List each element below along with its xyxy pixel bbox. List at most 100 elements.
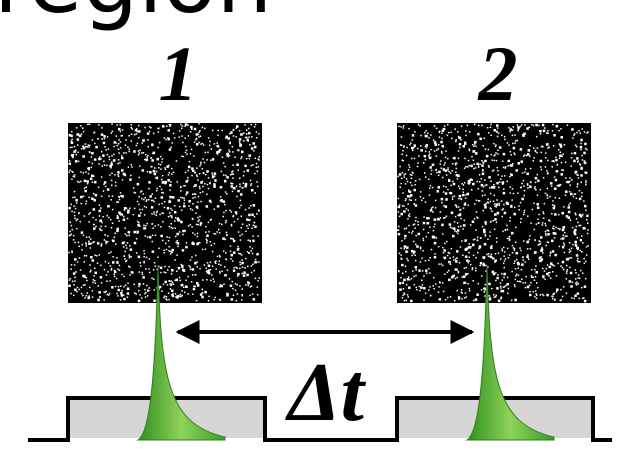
speckle-dot — [502, 191, 506, 195]
speckle-dot — [219, 284, 222, 286]
speckle-dot — [444, 192, 448, 195]
speckle-dot — [554, 196, 556, 199]
speckle-dot — [86, 292, 88, 294]
speckle-dot — [117, 175, 120, 178]
speckle-dot — [571, 179, 573, 181]
speckle-dot — [487, 198, 489, 200]
speckle-dot — [429, 272, 431, 274]
speckle-dot — [238, 207, 241, 209]
speckle-dot — [123, 207, 127, 210]
speckle-dot — [574, 240, 577, 244]
speckle-dot — [497, 149, 499, 151]
speckle-dot — [191, 226, 193, 228]
speckle-dot — [76, 180, 79, 183]
speckle-dot — [196, 282, 199, 285]
speckle-dot — [469, 178, 473, 181]
speckle-dot — [524, 282, 527, 284]
speckle-dot — [465, 266, 467, 269]
speckle-dot — [425, 235, 427, 238]
speckle-dot — [143, 261, 145, 264]
speckle-dot — [167, 240, 170, 242]
speckle-dot — [125, 207, 128, 209]
speckle-dot — [513, 284, 516, 286]
speckle-dot — [496, 131, 498, 133]
speckle-dot — [225, 258, 228, 261]
speckle-dot — [506, 247, 509, 250]
speckle-dot — [467, 204, 470, 206]
speckle-dot — [577, 177, 580, 179]
speckle-dot — [103, 291, 105, 293]
speckle-dot — [540, 166, 542, 168]
speckle-dot — [197, 216, 199, 219]
speckle-dot — [487, 253, 490, 255]
speckle-dot — [572, 137, 574, 139]
speckle-dot — [473, 163, 475, 165]
speckle-dot — [415, 216, 417, 219]
speckle-dot — [535, 223, 538, 225]
speckle-dot — [163, 252, 165, 254]
speckle-dot — [104, 185, 107, 188]
speckle-dot — [238, 247, 240, 250]
speckle-dot — [249, 294, 251, 297]
speckle-dot — [195, 174, 198, 176]
speckle-dot — [477, 282, 480, 285]
speckle-dot — [130, 126, 133, 129]
speckle-dot — [193, 193, 195, 195]
speckle-dot — [563, 242, 565, 244]
speckle-dot — [554, 253, 557, 257]
speckle-dot — [192, 218, 194, 220]
speckle-dot — [462, 275, 466, 278]
speckle-dot — [482, 256, 485, 259]
speckle-dot — [199, 165, 201, 167]
speckle-dot — [539, 133, 542, 135]
speckle-dot — [70, 233, 73, 236]
speckle-dot — [476, 162, 479, 166]
speckle-dot — [206, 271, 208, 274]
speckle-dot — [185, 194, 187, 196]
speckle-dot — [74, 288, 77, 291]
speckle-dot — [138, 124, 140, 127]
speckle-dot — [486, 127, 489, 129]
speckle-dot — [491, 270, 495, 274]
speckle-dot — [172, 227, 174, 229]
speckle-dot — [251, 247, 254, 250]
speckle-dot — [145, 268, 147, 270]
speckle-dot — [538, 256, 542, 260]
speckle-dot — [542, 275, 545, 278]
speckle-dot — [121, 169, 124, 172]
speckle-dot — [547, 130, 549, 132]
speckle-dot — [160, 188, 163, 191]
speckle-dot — [453, 300, 456, 302]
speckle-dot — [241, 223, 244, 225]
speckle-dot — [456, 289, 458, 292]
speckle-dot — [546, 264, 549, 266]
speckle-dot — [462, 207, 465, 209]
speckle-dot — [128, 135, 130, 137]
speckle-dot — [400, 276, 402, 279]
speckle-dot — [430, 148, 432, 151]
speckle-dot — [453, 227, 456, 230]
speckle-dot — [106, 214, 108, 217]
speckle-dot — [458, 143, 462, 146]
speckle-dot — [76, 133, 79, 136]
speckle-dot — [181, 155, 183, 157]
speckle-dot — [422, 250, 424, 252]
speckle-dot — [411, 157, 413, 160]
speckle-dot — [487, 255, 490, 257]
speckle-dot — [581, 154, 583, 157]
speckle-dot — [471, 155, 473, 158]
speckle-dot — [192, 287, 196, 291]
speckle-dot — [541, 246, 543, 249]
speckle-dot — [510, 164, 513, 167]
speckle-dot — [545, 267, 548, 270]
speckle-dot — [537, 218, 539, 220]
speckle-dot — [514, 140, 517, 142]
speckle-dot — [439, 282, 441, 284]
speckle-dot — [78, 181, 80, 184]
speckle-dot — [516, 261, 520, 265]
speckle-dot — [583, 200, 585, 202]
speckle-dot — [144, 288, 146, 291]
speckle-dot — [546, 272, 549, 276]
speckle-dot — [476, 180, 478, 183]
speckle-dot — [425, 146, 428, 149]
